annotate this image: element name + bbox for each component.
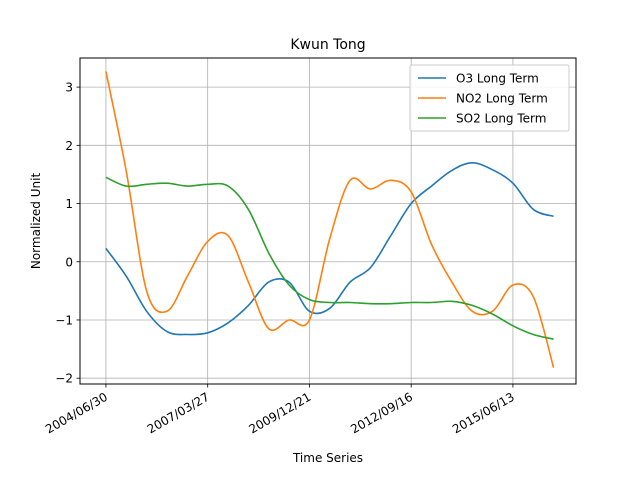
y-axis-label: Normalized Unit [29, 173, 43, 270]
chart-title: Kwun Tong [290, 37, 365, 53]
y-axis: −2 −1 0 1 2 3 [55, 81, 80, 386]
series-line-0 [105, 161, 554, 336]
legend: O3 Long Term NO2 Long Term SO2 Long Term [409, 64, 570, 132]
legend-label: NO2 Long Term [456, 92, 548, 106]
y-tick-label: 3 [65, 81, 73, 95]
y-tick-label: −1 [55, 313, 73, 327]
series-lines [105, 71, 555, 368]
series-line-2 [105, 176, 554, 340]
plot-frame [79, 57, 577, 385]
legend-box [409, 64, 570, 132]
series-line-1 [105, 71, 555, 368]
y-tick-label: 1 [65, 197, 73, 211]
y-tick-label: −2 [55, 372, 73, 386]
legend-label: O3 Long Term [456, 72, 539, 86]
y-tick-label: 0 [65, 255, 73, 269]
x-axis-label: Time Series [292, 451, 363, 465]
y-tick-label: 2 [65, 139, 73, 153]
legend-label: SO2 Long Term [456, 112, 546, 126]
grid [80, 58, 576, 384]
